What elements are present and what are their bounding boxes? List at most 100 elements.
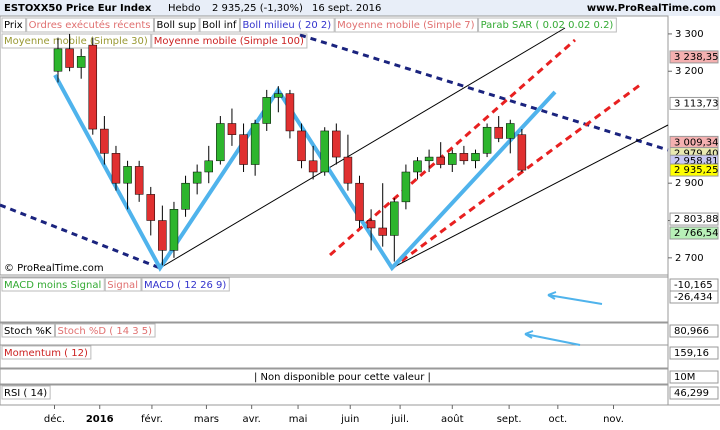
price-label: 3 238,35 (674, 52, 719, 63)
legend-box (1, 33, 152, 49)
candle-body (355, 182, 364, 221)
candle-body (274, 93, 283, 98)
legend-box (478, 17, 617, 33)
price-label: 2 803,88 (674, 214, 719, 225)
candle-body (308, 160, 318, 173)
panel-label-box (141, 277, 230, 292)
watermark: © ProRealTime.com (4, 263, 104, 274)
price-label-box (669, 212, 719, 226)
x-tick-label: déc. (44, 413, 65, 425)
y-tick-label: 2 700 (675, 253, 704, 264)
readout: 159,16 (674, 348, 709, 359)
price-label: 2 958,81 (674, 156, 719, 167)
legend-entry: Moyenne mobile (Simple 100) (154, 36, 304, 47)
candle-body (436, 156, 445, 165)
x-tick-label: juin (340, 414, 359, 425)
panel-label: Stoch %K (4, 326, 52, 337)
legend-entry: Prix (4, 20, 23, 31)
readout: 10M (674, 372, 695, 383)
x-tick-label: mars (194, 414, 219, 425)
panel-frame (0, 276, 669, 323)
readout-box (669, 386, 719, 400)
legend-entry: Moyenne mobile (Simple 7) (337, 20, 475, 31)
x-tick-label: oct. (548, 414, 567, 425)
candle-body (332, 130, 341, 158)
candle-body (343, 156, 353, 184)
candle-body (297, 130, 306, 162)
panel-label-box (1, 345, 92, 360)
candle-body (53, 48, 63, 72)
arrow (547, 291, 603, 305)
candle-body (506, 123, 515, 139)
readout: 80,966 (674, 326, 709, 337)
candle-body (517, 134, 527, 171)
candle-body (111, 153, 121, 184)
date: 16 sept. 2016 (312, 3, 381, 14)
candle-body (482, 126, 492, 154)
panel-label: Signal (107, 280, 138, 291)
header-bar (0, 0, 720, 16)
readout-box (669, 346, 719, 360)
candle-body (378, 227, 387, 236)
price-label-box (669, 163, 719, 177)
candle-body (134, 166, 144, 195)
panel-label: MACD ( 12 26 9) (144, 280, 226, 291)
candle-body (250, 123, 260, 165)
candle-body (169, 209, 179, 251)
site: www.ProRealTime.com (587, 3, 716, 14)
panel-frame (0, 344, 669, 369)
candle-body (424, 156, 434, 162)
legend-entry: Moyenne mobile (Simple 30) (4, 36, 148, 47)
candle-body (459, 153, 469, 162)
candle-body (146, 194, 156, 221)
candle-body (494, 126, 503, 139)
panel-label-box (1, 385, 51, 400)
candle-body (390, 201, 399, 236)
arrow (524, 330, 581, 346)
candle-body (320, 130, 329, 173)
price-label: 2 935,25 (674, 165, 719, 176)
candle-body (158, 220, 167, 251)
panel-label-box (1, 277, 105, 292)
x-tick-label: févr. (141, 413, 163, 425)
legend-box (26, 17, 154, 33)
candle-body (413, 160, 422, 173)
period: Hebdo (168, 3, 201, 14)
readout-box (669, 370, 719, 384)
candle-body (181, 182, 190, 210)
panel-label: Momentum ( 12) (4, 348, 88, 359)
panel-label-box (1, 323, 55, 338)
panel-frame (0, 368, 669, 385)
legend-box (1, 17, 27, 33)
candle-body (262, 97, 271, 124)
price-label: 3 113,73 (674, 98, 719, 109)
legend-entry: Boll sup (156, 20, 196, 31)
candle-body (239, 134, 248, 165)
x-tick-label: nov. (603, 414, 624, 425)
legend-entry: Parab SAR ( 0.02 0.02 0.2) (481, 20, 614, 31)
panel-label-box (54, 323, 156, 338)
candle-body (192, 171, 202, 184)
readout-box (669, 290, 719, 304)
legend-box (239, 17, 335, 33)
y-tick-label: 2 900 (675, 178, 704, 189)
candle-body (366, 220, 376, 229)
price-label: 3 009,34 (674, 137, 719, 148)
panel-label-box (104, 277, 142, 292)
x-tick-label: 2016 (86, 414, 114, 425)
price-label-box (669, 50, 719, 64)
candle-body (100, 128, 109, 154)
candle-body (227, 123, 237, 135)
legend-box (199, 17, 240, 33)
y-tick-label: 3 200 (675, 66, 704, 77)
price-label: 2 979,40 (674, 149, 719, 160)
panel-label: | Non disponible pour cette valeur | (254, 372, 431, 383)
candle-body (204, 160, 213, 173)
last-price: 2 935,25 (-1,30%) (212, 3, 303, 14)
legend-box (153, 17, 200, 33)
x-tick-label: juil. (390, 414, 409, 425)
legend-box (334, 17, 479, 33)
legend-entry: Boll milieu ( 20 2) (242, 20, 331, 31)
y-tick-label: 3 300 (675, 29, 704, 40)
